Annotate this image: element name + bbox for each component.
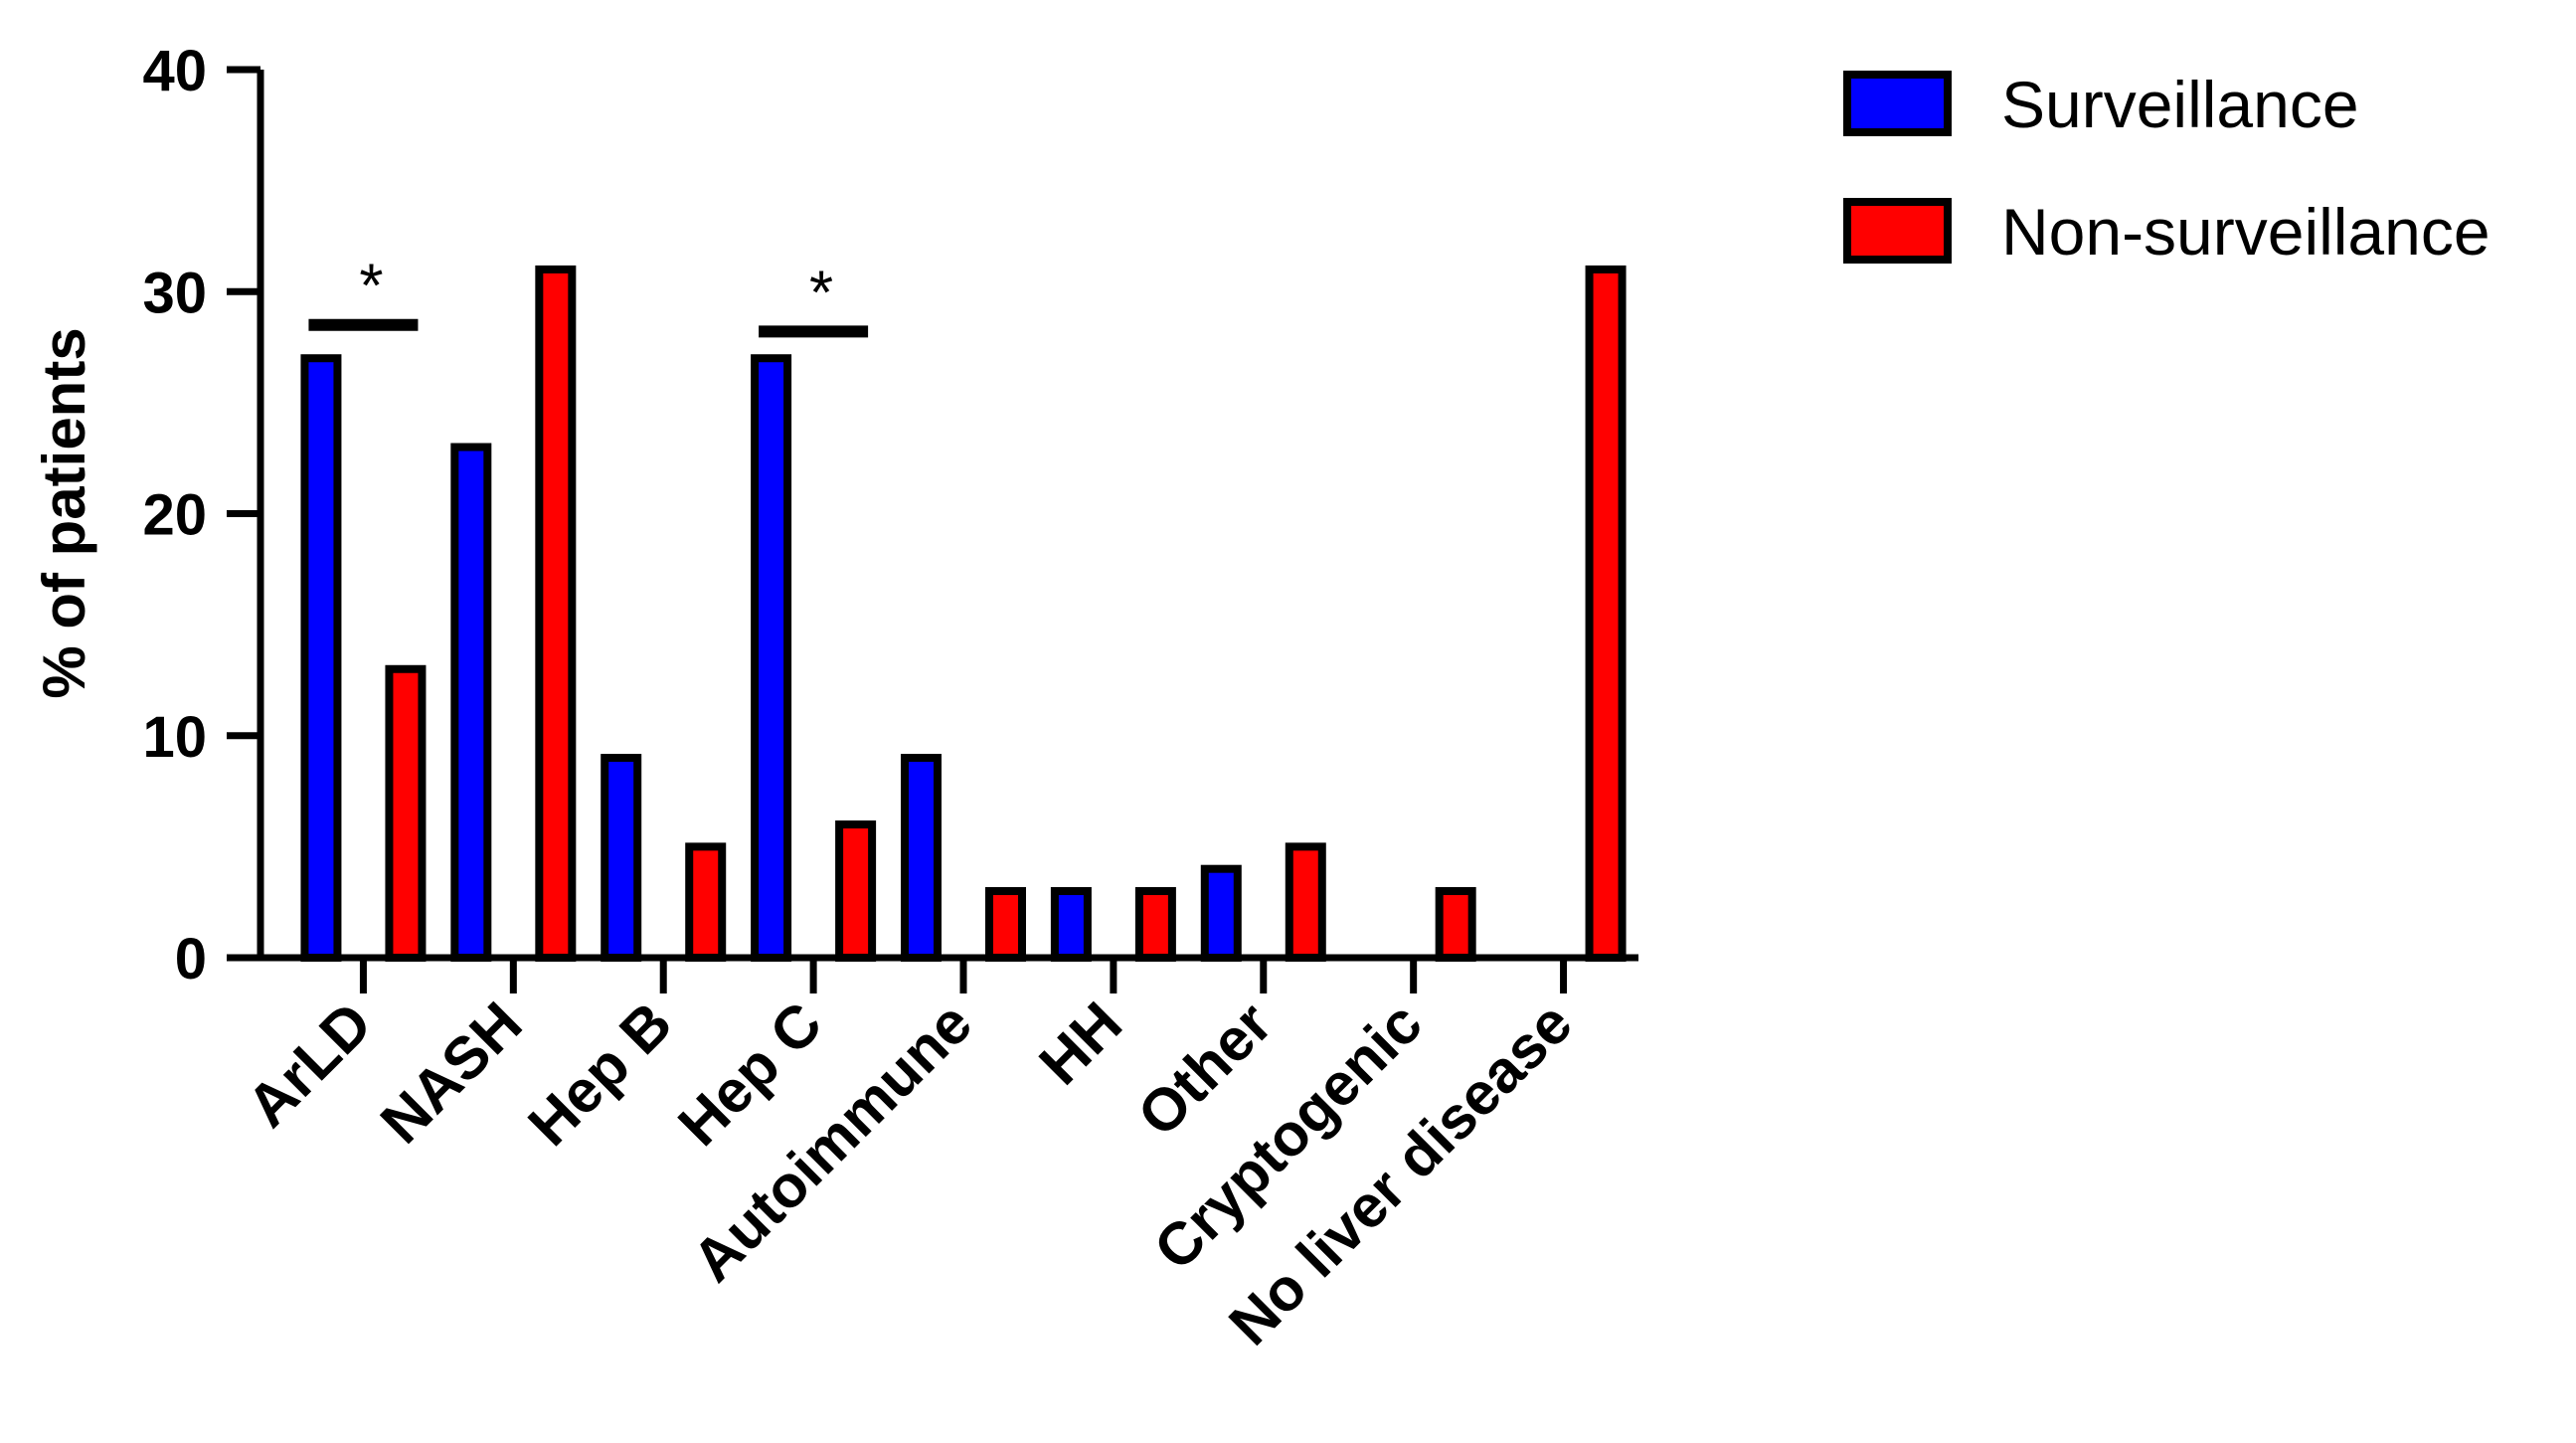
bar-surveillance-4 (901, 754, 942, 963)
y-tick-label: 20 (142, 483, 207, 548)
bar-surveillance-6 (1200, 864, 1242, 963)
bar-surveillance-0 (300, 354, 342, 963)
legend-label: Non-surveillance (2001, 195, 2490, 269)
bar-surveillance-3 (751, 354, 792, 963)
x-tick-label: NASH (368, 990, 535, 1157)
bar-non-surveillance-7 (1435, 887, 1476, 963)
legend: Surveillance Non-surveillance (1843, 68, 2490, 269)
bar-non-surveillance-8 (1585, 265, 1627, 962)
y-tick-label: 40 (142, 39, 207, 103)
legend-swatch-non-surveillance (1843, 198, 1952, 264)
bar-surveillance-2 (601, 754, 642, 963)
bar-non-surveillance-4 (985, 887, 1026, 963)
y-ticks: 0 10 20 30 40 (142, 39, 260, 992)
bar-surveillance-1 (450, 443, 492, 962)
x-tick-label: Hep B (515, 990, 684, 1159)
bar-non-surveillance-0 (385, 664, 427, 963)
x-tick-label: ArLD (235, 990, 385, 1140)
bar-non-surveillance-2 (685, 842, 727, 962)
y-axis-title: % of patients (31, 327, 97, 698)
significance-star: * (809, 259, 833, 327)
bar-surveillance-5 (1050, 887, 1092, 963)
x-tick-label: HH (1026, 990, 1134, 1098)
y-tick-label: 10 (142, 705, 207, 770)
bar-non-surveillance-1 (535, 265, 577, 962)
significance-annotations: * * (308, 253, 869, 338)
bars (300, 265, 1627, 963)
bar-non-surveillance-3 (835, 820, 877, 962)
legend-swatch-surveillance (1843, 71, 1952, 136)
legend-label: Surveillance (2001, 68, 2359, 141)
y-tick-label: 0 (175, 927, 207, 992)
significance-star: * (359, 253, 383, 321)
y-tick-label: 30 (142, 261, 207, 325)
bar-non-surveillance-5 (1134, 887, 1176, 963)
bar-non-surveillance-6 (1285, 842, 1326, 962)
